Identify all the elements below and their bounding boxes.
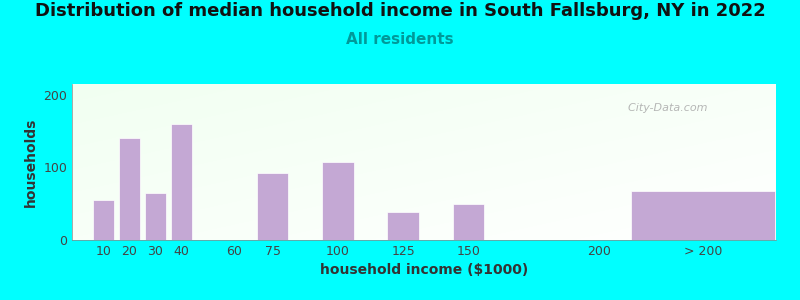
Y-axis label: households: households — [24, 117, 38, 207]
Text: City-Data.com: City-Data.com — [621, 103, 708, 113]
Bar — [93, 200, 114, 240]
Bar — [387, 212, 418, 240]
Bar — [322, 162, 354, 240]
Bar — [631, 191, 774, 240]
X-axis label: household income ($1000): household income ($1000) — [320, 263, 528, 278]
Bar — [171, 124, 192, 240]
Text: Distribution of median household income in South Fallsburg, NY in 2022: Distribution of median household income … — [34, 2, 766, 20]
Text: All residents: All residents — [346, 32, 454, 46]
Bar — [257, 173, 289, 240]
Bar — [453, 204, 484, 240]
Bar — [145, 193, 166, 240]
Bar — [119, 138, 140, 240]
